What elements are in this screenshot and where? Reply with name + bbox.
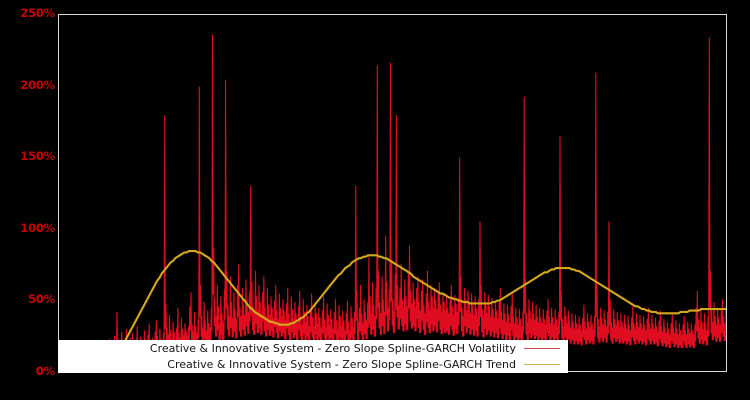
legend-swatch-trend bbox=[524, 363, 560, 365]
y-axis-tick-label: 50% bbox=[28, 292, 55, 307]
y-axis-tick-labels: 250% 200% 150% 100% 50% 0% bbox=[0, 0, 55, 400]
y-axis-tick-label: 100% bbox=[20, 220, 55, 235]
legend-item-trend: Creative & Innovative System - Zero Slop… bbox=[58, 356, 568, 372]
chart-legend: Creative & Innovative System - Zero Slop… bbox=[58, 340, 568, 373]
legend-swatch-volatility bbox=[524, 347, 560, 349]
y-axis-tick-label: 200% bbox=[20, 77, 55, 92]
trend-series bbox=[103, 250, 726, 369]
chart-canvas bbox=[103, 34, 726, 369]
legend-label-trend: Creative & Innovative System - Zero Slop… bbox=[167, 357, 516, 371]
y-axis-tick-label: 0% bbox=[35, 364, 55, 378]
y-axis-tick-label: 250% bbox=[20, 6, 55, 20]
legend-item-volatility: Creative & Innovative System - Zero Slop… bbox=[58, 340, 568, 356]
plot-area bbox=[58, 14, 727, 372]
y-axis-tick-label: 150% bbox=[20, 149, 55, 164]
legend-label-volatility: Creative & Innovative System - Zero Slop… bbox=[149, 341, 516, 355]
volatility-series bbox=[104, 34, 726, 359]
